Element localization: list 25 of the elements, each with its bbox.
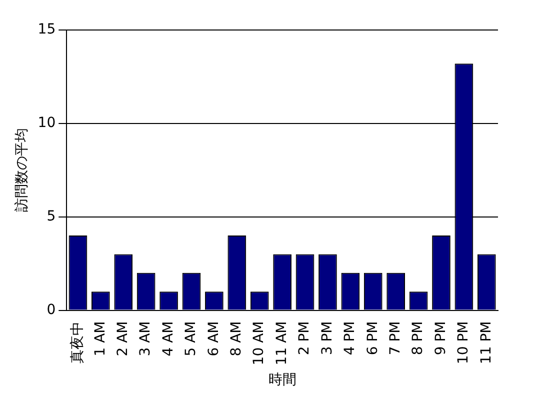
x-tick-label: 1 AM xyxy=(92,321,108,356)
x-tick-label: 2 PM xyxy=(296,321,313,356)
x-tick-label: 6 AM xyxy=(206,321,222,356)
x-tick-label: 4 PM xyxy=(342,321,358,356)
x-tick-label: 3 PM xyxy=(319,321,336,356)
x-tick-label: 真夜中 xyxy=(70,321,86,364)
x-tick-label: 10 AM xyxy=(251,321,268,366)
y-tick-label: 5 xyxy=(46,208,56,224)
x-axis-title: 時間 xyxy=(268,372,296,388)
x-tick-label: 11 AM xyxy=(274,321,290,366)
x-tick-label: 2 AM xyxy=(115,321,132,356)
x-tick-label: 8 AM xyxy=(228,321,245,356)
y-tick-label: 15 xyxy=(38,22,56,38)
x-tick-label: 3 AM xyxy=(138,321,154,356)
x-tick-label: 7 PM xyxy=(387,321,404,356)
x-tick-label: 6 PM xyxy=(364,321,381,356)
y-tick-label: 0 xyxy=(46,302,56,318)
x-tick-label: 5 AM xyxy=(183,321,200,356)
x-tick-label: 9 PM xyxy=(432,321,449,356)
x-tick-label: 11 PM xyxy=(478,321,494,364)
y-tick-label: 10 xyxy=(38,115,56,132)
x-tick-label: 8 PM xyxy=(410,321,426,356)
y-axis-title: 訪問数の平均 xyxy=(14,128,30,212)
x-tick-label: 4 AM xyxy=(160,321,176,356)
x-tick-label: 10 PM xyxy=(456,321,472,364)
